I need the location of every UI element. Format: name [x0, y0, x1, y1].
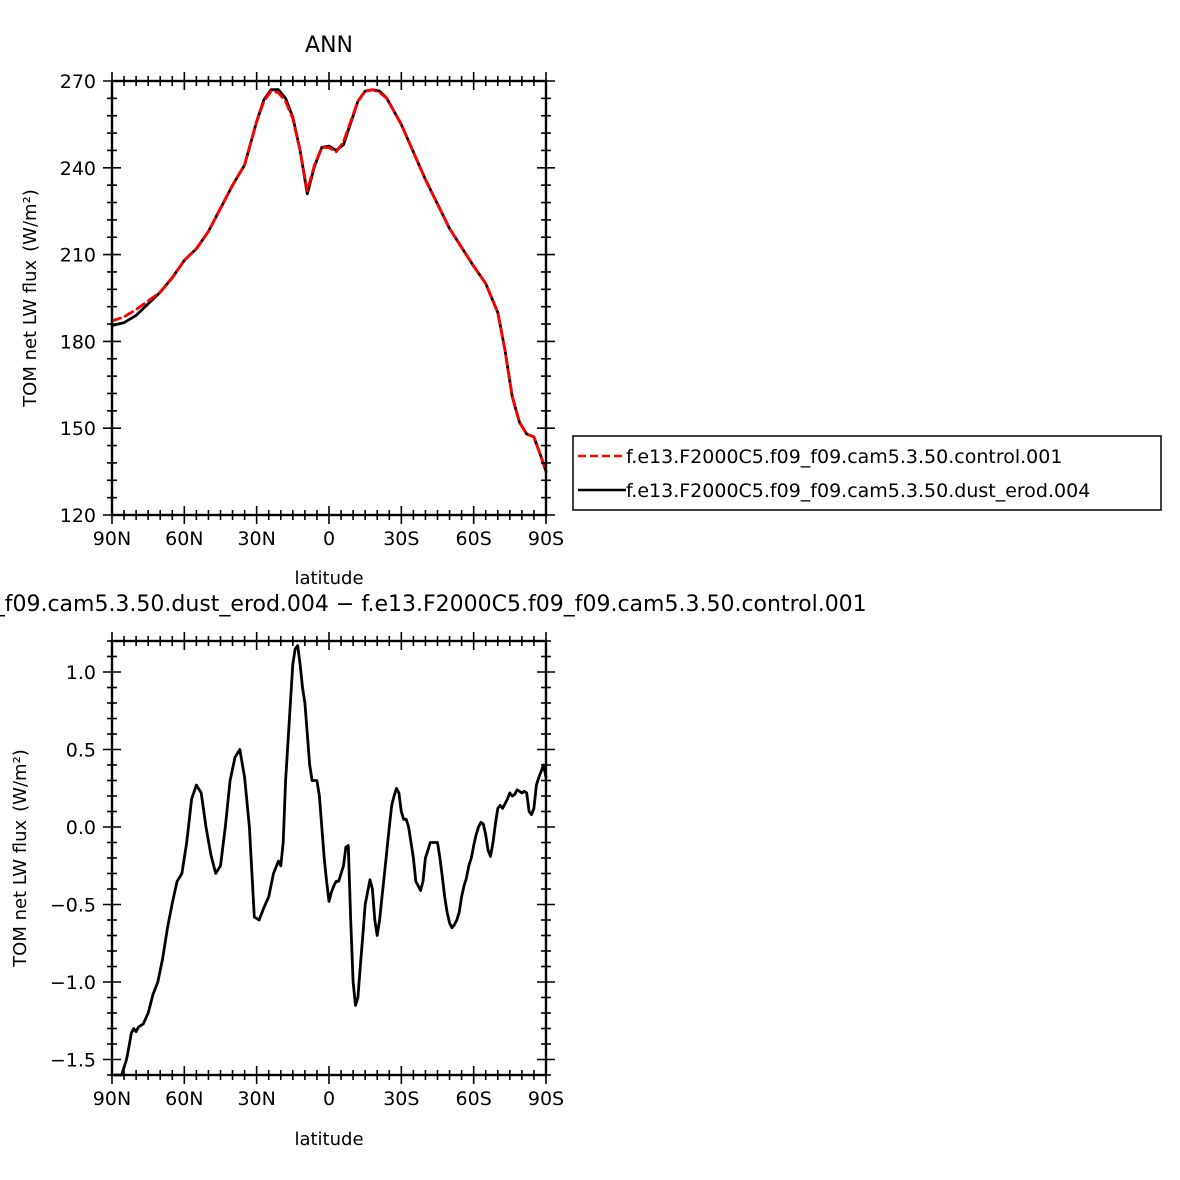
legend: f.e13.F2000C5.f09_f09.cam5.3.50.control.…	[572, 435, 1162, 511]
bottom-y-axis-unit: (W/m²)	[10, 749, 31, 812]
bottom-y-axis-label: TOM net LW flux (W/m²)	[10, 749, 31, 968]
bottom-y-tick-label: −0.5	[50, 895, 96, 917]
top-y-tick-label: 210	[60, 245, 96, 267]
top-x-tick-label: 60N	[165, 528, 203, 550]
top-x-tick-label: 60S	[456, 528, 492, 550]
top-y-tick-label: 120	[60, 505, 96, 527]
top-panel: ANN 90N 60N 30N 0 30S 60S 90S 120 150 180 210 240 2…	[20, 33, 1162, 589]
bottom-y-tick-label: 0.0	[66, 817, 96, 839]
bottom-x-tick-label: 60N	[165, 1088, 203, 1110]
bottom-y-tick-label: −1.0	[50, 972, 96, 994]
bottom-panel: f.e13.F2000C5.f09_f09.cam5.3.50.dust_ero…	[0, 592, 867, 1150]
bottom-chart-title: f.e13.F2000C5.f09_f09.cam5.3.50.dust_ero…	[0, 592, 867, 617]
top-x-tick-label: 90S	[528, 528, 564, 550]
bottom-y-tick-label: 1.0	[66, 662, 96, 684]
top-y-tick-labels: 120 150 180 210 240 270	[60, 71, 96, 527]
bottom-x-tick-label: 90N	[93, 1088, 131, 1110]
bottom-y-tick-label: 0.5	[66, 740, 96, 762]
top-x-tick-label: 30N	[237, 528, 275, 550]
top-y-tick-label: 270	[60, 71, 96, 93]
top-x-tick-labels: 90N 60N 30N 0 30S 60S 90S	[93, 528, 564, 550]
top-y-tick-label: 150	[60, 418, 96, 440]
top-tick-group	[103, 72, 555, 524]
bottom-x-axis-label: latitude	[294, 1129, 363, 1150]
bottom-x-tick-label: 30S	[383, 1088, 419, 1110]
top-series-group	[110, 88, 548, 474]
top-chart-title: ANN	[305, 33, 353, 58]
bottom-x-tick-label: 90S	[528, 1088, 564, 1110]
legend-label-control: f.e13.F2000C5.f09_f09.cam5.3.50.control.…	[626, 446, 1062, 468]
top-y-axis-label: TOM net LW flux (W/m²)	[20, 189, 41, 408]
top-x-tick-label: 0	[323, 528, 335, 550]
top-y-tick-label: 240	[60, 158, 96, 180]
bottom-x-tick-labels: 90N 60N 30N 0 30S 60S 90S	[93, 1088, 564, 1110]
top-series-line-0	[110, 88, 548, 474]
top-x-tick-label: 90N	[93, 528, 131, 550]
top-y-tick-label: 180	[60, 331, 96, 353]
bottom-y-axis-label-text: TOM net LW flux	[10, 820, 31, 968]
top-y-axis-label-text: TOM net LW flux	[20, 260, 41, 408]
bottom-series-line-0	[113, 644, 548, 1077]
top-y-axis-unit: (W/m²)	[20, 189, 41, 252]
legend-box	[572, 435, 1162, 511]
bottom-y-tick-label: −1.5	[50, 1050, 96, 1072]
bottom-x-tick-label: 30N	[237, 1088, 275, 1110]
bottom-x-tick-label: 60S	[456, 1088, 492, 1110]
legend-label-dust-erod: f.e13.F2000C5.f09_f09.cam5.3.50.dust_ero…	[626, 480, 1090, 502]
bottom-tick-group	[103, 632, 555, 1084]
bottom-series-group	[113, 644, 548, 1077]
top-x-tick-label: 30S	[383, 528, 419, 550]
bottom-x-tick-label: 0	[323, 1088, 335, 1110]
top-x-axis-label: latitude	[294, 568, 363, 589]
bottom-y-tick-labels: −1.5 −1.0 −0.5 0.0 0.5 1.0	[50, 662, 96, 1072]
